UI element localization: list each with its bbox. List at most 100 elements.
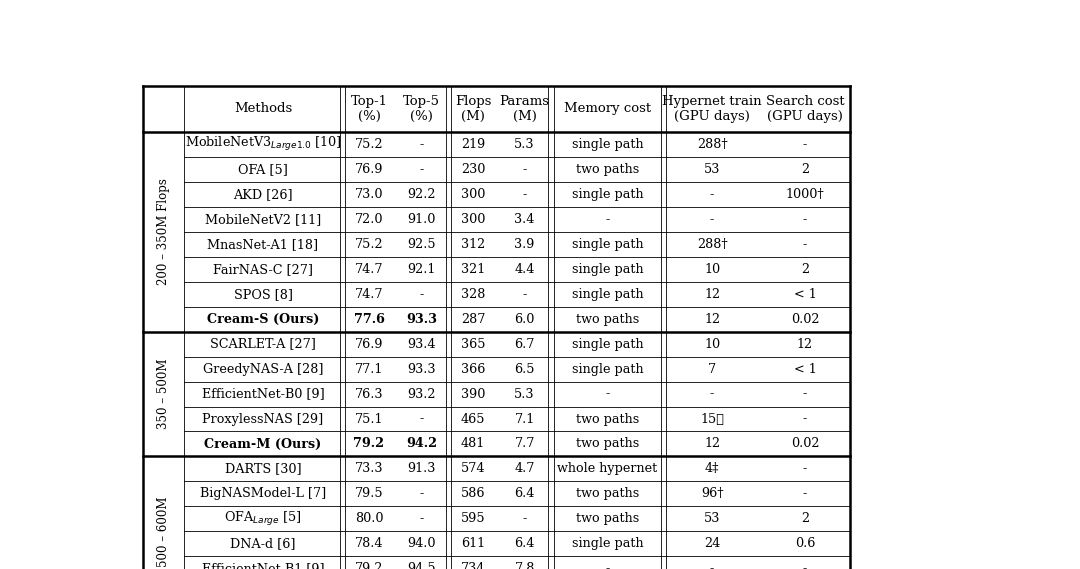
Text: -: -	[419, 488, 423, 500]
Text: -: -	[606, 213, 609, 226]
Text: -: -	[523, 188, 527, 201]
Text: 12: 12	[704, 438, 720, 451]
Text: SCARLET-A [27]: SCARLET-A [27]	[211, 337, 316, 351]
Text: 3.9: 3.9	[514, 238, 535, 251]
Text: single path: single path	[571, 288, 644, 300]
Text: two paths: two paths	[576, 438, 639, 451]
Text: 390: 390	[461, 387, 485, 401]
Text: GreedyNAS-A [28]: GreedyNAS-A [28]	[203, 362, 323, 376]
Text: Memory cost: Memory cost	[564, 102, 651, 116]
Text: 6.4: 6.4	[514, 537, 535, 550]
Text: 53: 53	[704, 163, 720, 176]
Text: 312: 312	[461, 238, 485, 251]
Text: 366: 366	[461, 362, 485, 376]
Text: -: -	[523, 163, 527, 176]
Text: 365: 365	[461, 337, 485, 351]
Text: -: -	[419, 513, 423, 525]
Text: 500 – 600M: 500 – 600M	[157, 496, 170, 567]
Text: < 1: < 1	[794, 362, 816, 376]
Text: 79.2: 79.2	[353, 438, 384, 451]
Text: 73.0: 73.0	[354, 188, 383, 201]
Text: 300: 300	[461, 188, 485, 201]
Text: -: -	[802, 488, 807, 500]
Text: 93.3: 93.3	[406, 312, 437, 325]
Text: 0.6: 0.6	[795, 537, 815, 550]
Text: OFA$_{Large}$ [5]: OFA$_{Large}$ [5]	[225, 510, 301, 528]
Text: 6.0: 6.0	[514, 312, 535, 325]
Text: 4‡: 4‡	[705, 463, 719, 476]
Text: 75.1: 75.1	[354, 413, 383, 426]
Text: 77.6: 77.6	[353, 312, 384, 325]
Text: -: -	[802, 562, 807, 569]
Text: 2: 2	[801, 513, 809, 525]
Text: 53: 53	[704, 513, 720, 525]
Text: 5.3: 5.3	[514, 138, 535, 151]
Text: 12: 12	[704, 312, 720, 325]
Text: 3.4: 3.4	[514, 213, 535, 226]
Text: 15⋆: 15⋆	[700, 413, 724, 426]
Text: -: -	[606, 387, 609, 401]
Text: -: -	[802, 213, 807, 226]
Text: -: -	[523, 513, 527, 525]
Text: Params
(M): Params (M)	[500, 95, 550, 123]
Text: 91.0: 91.0	[407, 213, 436, 226]
Text: 76.9: 76.9	[354, 163, 383, 176]
Text: 7.8: 7.8	[514, 562, 535, 569]
Text: two paths: two paths	[576, 513, 639, 525]
Text: two paths: two paths	[576, 413, 639, 426]
Text: EfficientNet-B0 [9]: EfficientNet-B0 [9]	[202, 387, 324, 401]
Text: -: -	[802, 413, 807, 426]
Text: Flops
(M): Flops (M)	[455, 95, 491, 123]
Text: -: -	[419, 288, 423, 300]
Text: single path: single path	[571, 238, 644, 251]
Text: 94.0: 94.0	[407, 537, 436, 550]
Text: -: -	[419, 138, 423, 151]
Text: 200 – 350M Flops: 200 – 350M Flops	[157, 178, 170, 285]
Text: Top-1
(%): Top-1 (%)	[350, 95, 388, 123]
Text: 92.2: 92.2	[407, 188, 436, 201]
Text: OFA [5]: OFA [5]	[238, 163, 288, 176]
Text: SPOS [8]: SPOS [8]	[233, 288, 293, 300]
Text: 92.5: 92.5	[407, 238, 436, 251]
Text: 288†: 288†	[697, 238, 728, 251]
Text: 0.02: 0.02	[791, 438, 820, 451]
Text: 2: 2	[801, 163, 809, 176]
Text: 6.5: 6.5	[514, 362, 535, 376]
Text: 4.7: 4.7	[514, 463, 535, 476]
Text: 481: 481	[461, 438, 485, 451]
Text: Cream-S (Ours): Cream-S (Ours)	[207, 312, 320, 325]
Text: 92.1: 92.1	[407, 263, 436, 275]
Text: two paths: two paths	[576, 488, 639, 500]
Text: 93.3: 93.3	[407, 362, 436, 376]
Text: 6.7: 6.7	[514, 337, 535, 351]
Text: single path: single path	[571, 263, 644, 275]
Text: whole hypernet: whole hypernet	[557, 463, 658, 476]
Text: 12: 12	[704, 288, 720, 300]
Text: BigNASModel-L [7]: BigNASModel-L [7]	[200, 488, 326, 500]
Text: 7.7: 7.7	[514, 438, 535, 451]
Text: 91.3: 91.3	[407, 463, 436, 476]
Text: 75.2: 75.2	[354, 138, 383, 151]
Text: 24: 24	[704, 537, 720, 550]
Text: 79.5: 79.5	[354, 488, 383, 500]
Text: -: -	[802, 238, 807, 251]
Text: 72.0: 72.0	[354, 213, 383, 226]
Text: 321: 321	[461, 263, 485, 275]
Text: 76.3: 76.3	[354, 387, 383, 401]
Text: Hypernet train
(GPU days): Hypernet train (GPU days)	[662, 95, 761, 123]
Text: 2: 2	[801, 263, 809, 275]
Text: MobileNetV3$_{Large1.0}$ [10]: MobileNetV3$_{Large1.0}$ [10]	[185, 135, 341, 153]
Text: 7.1: 7.1	[514, 413, 535, 426]
Text: 5.3: 5.3	[514, 387, 535, 401]
Text: 96†: 96†	[701, 488, 724, 500]
Text: single path: single path	[571, 138, 644, 151]
Text: -: -	[710, 562, 714, 569]
Text: -: -	[419, 163, 423, 176]
Text: MobileNetV2 [11]: MobileNetV2 [11]	[205, 213, 321, 226]
Text: 465: 465	[461, 413, 485, 426]
Text: 73.3: 73.3	[354, 463, 383, 476]
Text: 595: 595	[461, 513, 486, 525]
Text: -: -	[802, 463, 807, 476]
Text: 94.5: 94.5	[407, 562, 436, 569]
Text: single path: single path	[571, 188, 644, 201]
